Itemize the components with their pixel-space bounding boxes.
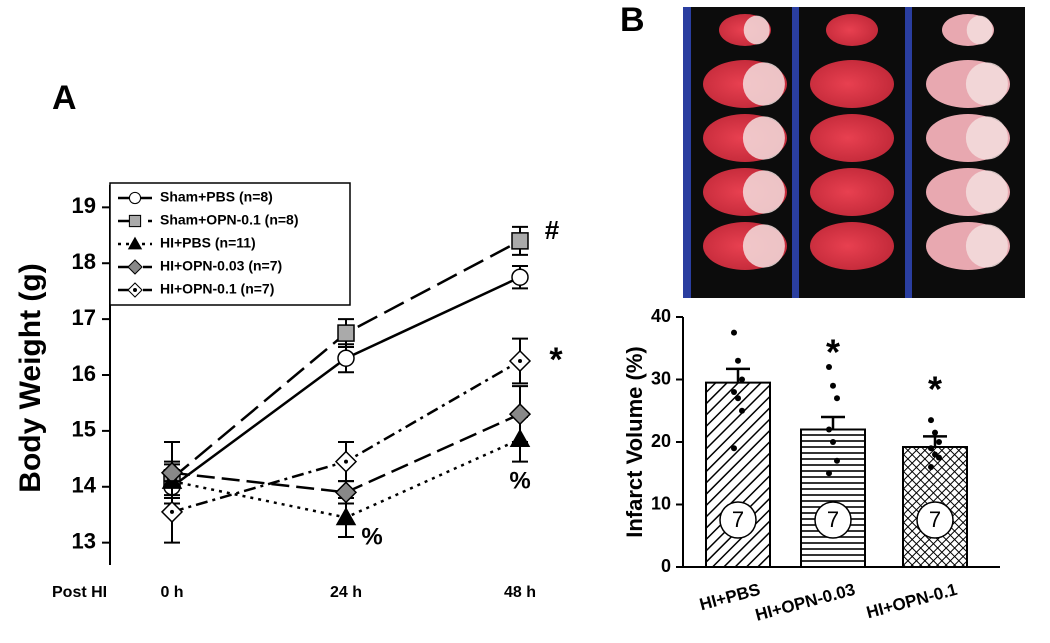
y-tick-label: 14 [72,473,97,498]
n-label: 7 [827,507,839,532]
marker-dot [133,288,137,292]
marker [337,349,355,367]
y-tick-label: 16 [72,361,96,386]
data-point [932,429,938,436]
panel-label: B [620,1,645,39]
data-point [731,329,737,336]
n-circle [916,501,954,539]
annotation: * [549,341,563,379]
y-tick-label: 40 [651,306,671,326]
annotation: * [826,332,840,373]
brain-photo [683,7,1025,298]
data-point [826,470,832,477]
annotation: % [509,467,530,494]
annotation: # [545,215,560,245]
infarct [742,62,785,106]
data-point [826,426,832,433]
error-bar [923,435,947,447]
annotation: % [361,523,382,550]
legend-label: Sham+OPN-0.1 (n=8) [160,212,299,228]
error-bar [726,367,750,383]
brain-slice [810,168,894,216]
data-point [830,439,836,445]
marker-dot [170,509,174,514]
data-point [739,407,745,414]
data-point [834,395,840,402]
marker [128,191,142,205]
legend-label: HI+OPN-0.1 (n=7) [160,281,274,297]
n-circle [814,501,852,539]
legend-label: Sham+PBS (n=8) [160,189,273,205]
bar [705,381,771,568]
bar [800,428,866,568]
brain-slice [810,114,894,162]
x-tick-label: HI+OPN-0.03 [753,580,857,625]
marker-dot [344,459,348,464]
data-point [928,417,934,424]
y-tick-label: 10 [651,493,671,513]
marker [511,268,529,286]
brain-slice [810,222,894,270]
infarct [742,116,785,160]
n-circle [719,501,757,539]
data-point [826,364,832,370]
n-label: 7 [732,507,744,532]
y-tick-label: 13 [72,528,96,553]
infarct [742,224,785,268]
infarct [742,170,785,214]
infarct [965,170,1008,214]
x-tick-label: 48 h [504,584,536,601]
x-prefix: Post HI [52,584,107,601]
infarct [966,15,993,45]
x-tick-label: HI+OPN-0.1 [864,580,959,622]
infarct [965,224,1008,268]
legend: Sham+PBS (n=8) Sham+OPN-0.1 (n=8) HI+PBS (… [109,182,351,306]
brain-slice [826,14,878,46]
data-point [834,457,840,464]
x-tick-label: 24 h [330,584,362,601]
data-point [735,395,741,402]
data-point [936,439,942,445]
y-tick-label: 17 [72,305,96,330]
data-point [928,464,934,470]
data-point [731,389,737,395]
y-tick-label: 15 [72,417,96,442]
infarct [965,116,1008,160]
marker [335,506,357,526]
marker [508,403,532,426]
marker [334,481,358,504]
data-point [735,357,741,364]
data-point [928,445,934,452]
data-point [739,376,745,383]
y-tick-label: 30 [651,368,671,388]
n-label: 7 [929,507,941,532]
y-tick-label: 20 [651,431,671,451]
error-bar [821,415,845,430]
marker-dot [518,359,522,364]
legend-label: HI+PBS (n=11) [160,235,256,251]
x-tick-label: HI+PBS [697,580,762,614]
y-tick-label: 18 [72,249,96,274]
x-tick-label: 0 h [160,584,183,601]
infarct [743,15,770,45]
data-point [731,445,737,452]
marker [337,324,355,342]
marker [511,232,529,250]
legend-label: HI+OPN-0.03 (n=7) [160,258,282,274]
data-point [830,382,836,389]
y-axis-title: Body Weight (g) [14,263,47,492]
y-axis-title: Infarct Volume (%) [622,346,647,538]
brain-slice [810,60,894,108]
marker [127,236,143,250]
panel-label: A [52,79,77,117]
series [160,337,532,544]
y-tick-label: 0 [661,556,671,576]
marker [127,259,143,275]
marker [128,214,142,228]
data-point [936,454,942,461]
y-tick-label: 19 [72,193,96,218]
annotation: * [928,369,942,410]
infarct [965,62,1008,106]
